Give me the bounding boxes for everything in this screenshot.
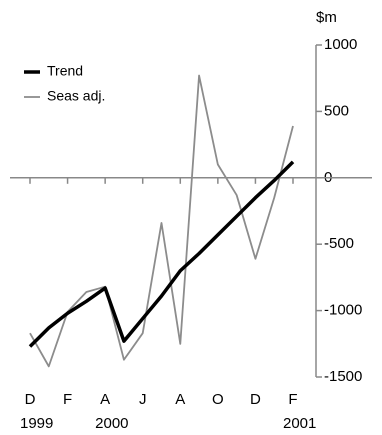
y-tick-label: -1500: [324, 368, 362, 385]
legend-label: Trend: [47, 63, 83, 79]
x-tick-label: O: [212, 391, 224, 408]
y-tick-label: -1000: [324, 302, 362, 319]
x-tick-label: D: [250, 391, 261, 408]
x-tick-label: F: [288, 391, 297, 408]
year-label: 2001: [283, 415, 316, 432]
year-label: 2000: [95, 415, 128, 432]
x-tick-label: J: [139, 391, 147, 408]
x-tick-label: F: [63, 391, 72, 408]
series-line: [28, 160, 295, 348]
y-tick-label: -500: [324, 235, 354, 252]
series-line: [29, 74, 294, 368]
year-label: 1999: [20, 415, 53, 432]
x-tick-label: A: [175, 391, 185, 408]
y-unit: $m: [316, 9, 337, 26]
x-tick-label: A: [100, 391, 110, 408]
y-tick-label: 500: [324, 102, 349, 119]
x-tick-label: D: [25, 391, 36, 408]
legend-label: Seas adj.: [47, 88, 105, 104]
y-tick-label: 1000: [324, 36, 357, 53]
